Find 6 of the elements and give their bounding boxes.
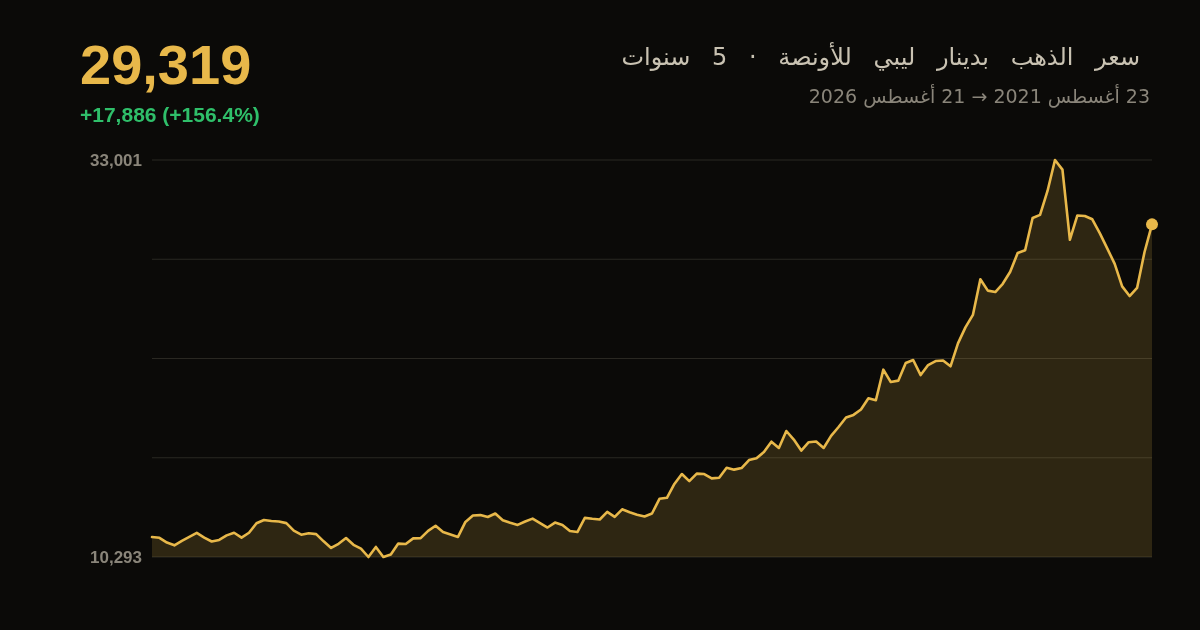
annotation: +17,886 (+156.4%) (80, 103, 260, 126)
title: سعر الذهب بدينار ليبي للأونصة · 5 سنوات (621, 43, 1140, 71)
subtitle: 23 أغسطس 2021 → 21 أغسطس 2026 (808, 85, 1150, 107)
y-tick-label: 33,001 (90, 150, 142, 170)
annotation: 29,319 (80, 33, 252, 96)
y-tick-label: 10,293 (90, 547, 142, 567)
